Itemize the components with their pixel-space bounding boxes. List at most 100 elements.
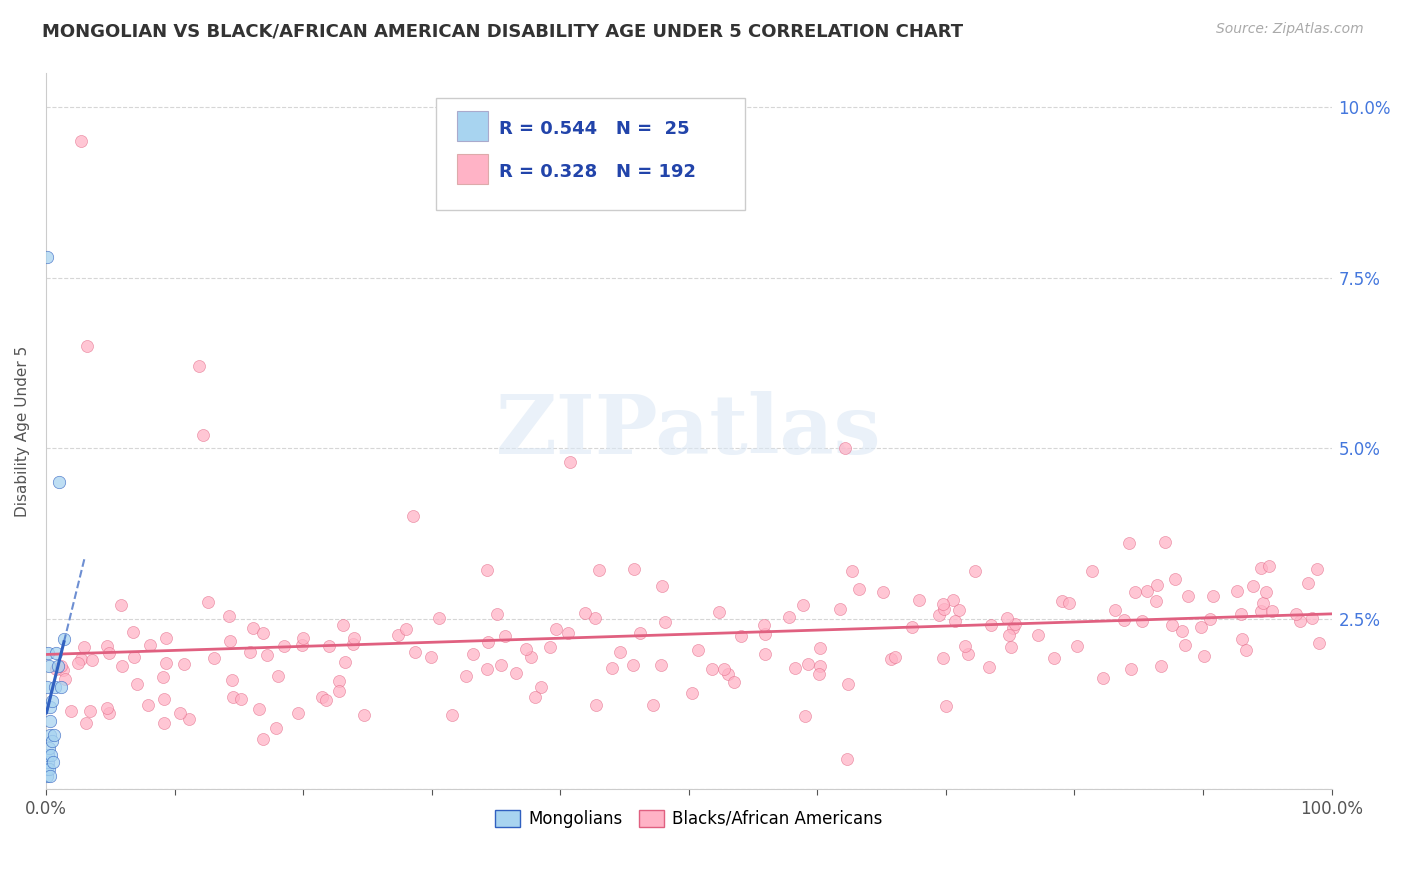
Point (524, 690, 547, 704)
Point (1308, 636, 1330, 650)
Point (1066, 640, 1088, 654)
Point (222, 690, 245, 704)
Point (267, 669, 290, 683)
Point (75, 715, 97, 730)
Point (520, 650, 543, 665)
Point (797, 657, 820, 672)
Point (1161, 618, 1184, 632)
Point (980, 618, 1002, 632)
Point (59, 704, 82, 718)
Point (342, 638, 364, 652)
Point (191, 427, 214, 442)
Point (515, 641, 537, 656)
Point (1230, 607, 1253, 621)
Point (932, 602, 955, 616)
Point (1026, 628, 1049, 642)
Point (1163, 572, 1185, 586)
Text: MONGOLIAN VS BLACK/AFRICAN AMERICAN DISABILITY AGE UNDER 5 CORRELATION CHART: MONGOLIAN VS BLACK/AFRICAN AMERICAN DISA… (42, 22, 963, 40)
Point (1241, 578, 1264, 592)
Point (1091, 671, 1114, 685)
Point (1081, 564, 1104, 578)
Text: Source: ZipAtlas.com: Source: ZipAtlas.com (1216, 22, 1364, 37)
Point (328, 684, 350, 698)
Point (1104, 603, 1126, 617)
Point (291, 639, 314, 653)
Point (1057, 596, 1080, 610)
Point (792, 599, 814, 613)
Point (124, 650, 146, 665)
Point (1144, 593, 1167, 607)
Point (111, 659, 134, 673)
Point (41, 734, 63, 748)
Point (49, 659, 72, 673)
Point (136, 698, 159, 713)
Point (38, 714, 60, 728)
Point (218, 634, 240, 648)
Point (39, 748, 62, 763)
Point (1226, 584, 1249, 599)
Point (273, 639, 295, 653)
Point (700, 662, 723, 676)
Point (70, 651, 93, 665)
Point (489, 657, 512, 672)
Point (1234, 643, 1257, 657)
Point (1135, 583, 1157, 598)
Point (1285, 607, 1308, 622)
Point (152, 670, 174, 684)
Point (1123, 584, 1146, 599)
Point (202, 651, 225, 665)
Point (155, 657, 177, 671)
Point (651, 579, 673, 593)
Point (51, 680, 73, 694)
Point (1250, 604, 1272, 618)
Point (841, 564, 863, 578)
Point (628, 626, 651, 640)
Point (264, 722, 287, 736)
Point (475, 563, 498, 577)
Point (574, 606, 596, 620)
Point (977, 660, 1000, 674)
Point (1130, 614, 1153, 628)
Text: R = 0.544   N =  25: R = 0.544 N = 25 (499, 120, 690, 138)
Point (1250, 560, 1272, 574)
Point (110, 598, 132, 612)
Point (1301, 611, 1323, 625)
Point (643, 698, 665, 712)
Point (1261, 604, 1284, 618)
Point (96, 639, 118, 653)
Point (997, 610, 1019, 624)
Point (560, 455, 582, 469)
Point (538, 640, 561, 654)
Point (73, 640, 96, 654)
Point (177, 712, 200, 726)
Point (41, 693, 63, 707)
Point (37, 748, 59, 763)
Point (1288, 614, 1310, 628)
Point (1121, 662, 1143, 676)
Point (1171, 624, 1194, 639)
Point (600, 661, 623, 675)
Point (609, 645, 631, 659)
Point (291, 631, 314, 645)
Point (80, 653, 103, 667)
Legend: Mongolians, Blacks/African Americans: Mongolians, Blacks/African Americans (488, 803, 890, 835)
Point (461, 648, 484, 662)
Point (98, 706, 121, 721)
Point (37, 755, 59, 769)
Point (1174, 638, 1197, 652)
Point (127, 677, 149, 691)
Point (901, 620, 924, 634)
Point (1052, 594, 1074, 608)
Point (1230, 632, 1253, 646)
Point (1189, 620, 1212, 634)
Point (395, 622, 418, 636)
Point (153, 692, 176, 706)
Point (544, 622, 567, 636)
Point (948, 602, 970, 616)
Point (45, 646, 67, 660)
Point (387, 627, 409, 641)
Point (650, 658, 672, 673)
Point (935, 698, 957, 713)
Point (98, 646, 121, 660)
Point (835, 752, 858, 766)
